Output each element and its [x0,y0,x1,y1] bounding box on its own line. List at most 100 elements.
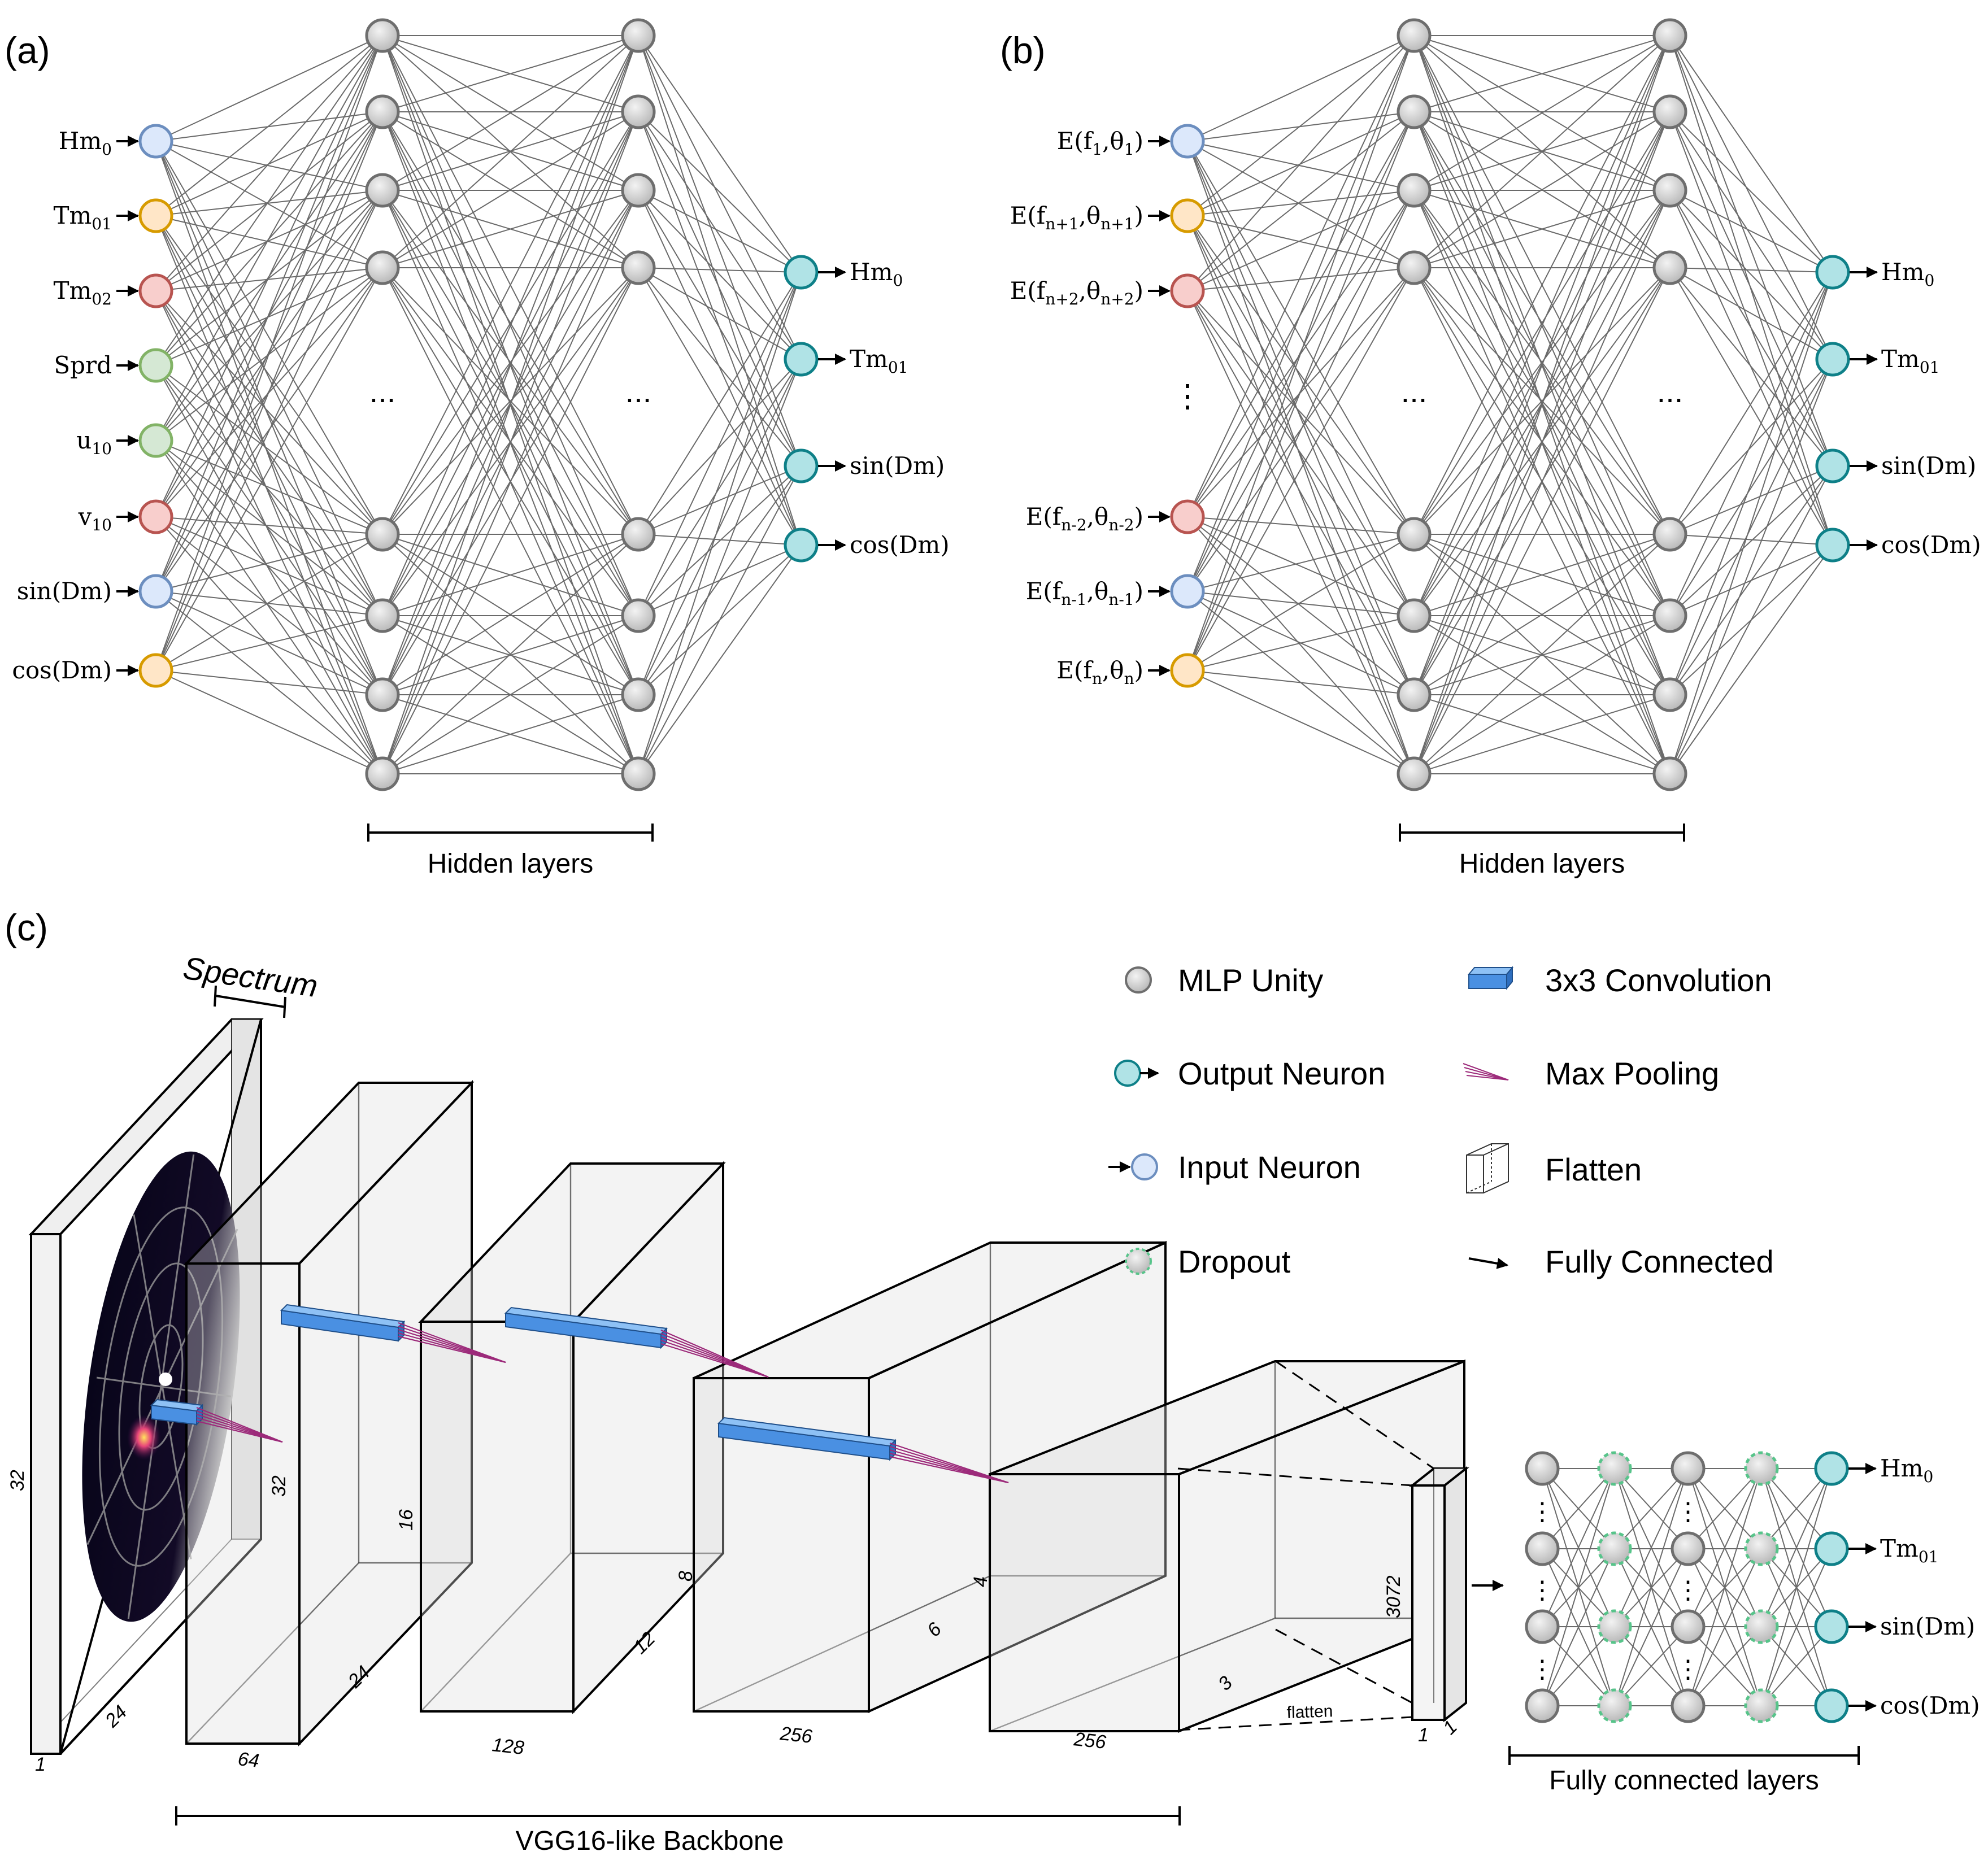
edge-in0-h1n3 [155,141,383,268]
edge-in2-h1n4 [1187,290,1415,535]
edge-in4-h1n6 [155,440,383,695]
legend-dropout-icon [1125,1248,1152,1275]
fc-edge-c0-1-0 [1542,1468,1615,1549]
block-height-label: 32 [268,1475,290,1497]
input-slab [28,1018,264,1755]
fc-neuron [1525,1451,1560,1486]
output-label: Hm0 [850,258,903,290]
hidden-neuron [1397,517,1432,552]
legend-input-icon [1108,1153,1158,1180]
edge-h2n3-out2 [638,267,802,467]
edge-in4-h1n7 [155,440,383,774]
flatten-dashes [1177,1360,1434,1731]
output-label: sin(Dm) [1881,452,1976,480]
edge-h2n7-out1 [1669,359,1833,774]
edge-in7-h1n1 [155,111,383,671]
edge-in2-h1n5 [1187,290,1415,616]
edge-h2n0-out0 [638,35,802,273]
fc-output-neuron [1814,1609,1849,1644]
edge-h1n7-h2n4 [1413,534,1671,774]
hidden-neuron [1652,517,1687,552]
input-label: Tm01 [54,202,112,233]
input-neuron [138,653,173,688]
fc-edge-c1-1-0 [1614,1468,1689,1549]
edge-in2-h1n0 [1187,35,1415,291]
edge-in7-h1n6 [155,670,383,695]
edge-h2n0-out2 [1669,35,1833,467]
edge-h2n5-out2 [1669,465,1833,616]
fc-edge-c1-3-1 [1614,1548,1689,1706]
hidden-neuron [365,677,400,712]
edge-in2-h1n6 [1187,290,1415,695]
dropout-neuron [1744,1609,1779,1644]
edge-h1n3-h2n1 [382,111,639,268]
edge-in5-h1n3 [1187,267,1415,671]
fc-ellipsis: ⋮ [1676,1655,1700,1683]
dropout-neuron [1744,1531,1779,1566]
edge-in7-h1n7 [155,670,383,774]
edge-h1n6-h2n0 [382,35,639,695]
edge-h2n6-out0 [638,272,802,695]
edge-in6-h1n4 [155,534,383,592]
edge-h1n7-h2n1 [1413,111,1671,774]
backbone-bracket [175,1806,1181,1825]
edge-h2n4-out1 [638,359,802,535]
input-neuron [1170,653,1205,688]
edge-in3-h1n5 [1187,516,1415,616]
spectrum-bracket [214,985,286,1018]
fc-edge-c0-3-1 [1542,1548,1615,1706]
hidden-neuron [621,517,656,552]
edge-in1-h1n3 [1187,215,1415,268]
edge-in0-h1n5 [1187,141,1415,616]
edge-h2n7-out1 [638,359,802,774]
dropout-neuron [1597,1688,1632,1723]
hidden-neuron [1652,94,1687,129]
edge-in1-h1n5 [1187,215,1415,616]
edge-in0-h1n4 [1187,141,1415,535]
edge-h1n4-h2n0 [382,35,639,535]
hidden-neuron [1397,598,1432,633]
edge-h2n7-out0 [638,272,802,774]
fc-edge-c0-2-0 [1542,1468,1615,1627]
edge-h1n2-h2n0 [1413,35,1671,191]
block-height-label: 16 [395,1509,417,1531]
output-label: cos(Dm) [850,531,950,559]
edge-h1n4-h2n1 [1413,111,1671,535]
edge-in4-h1n0 [155,35,383,441]
legend-pool-label: Max Pooling [1545,1056,1719,1091]
fc-ellipsis: ⋮ [1676,1498,1700,1526]
input-label: Sprd [54,351,112,379]
edge-in7-h1n2 [155,190,383,671]
panel-a-network: Hm0 Tm01 Tm02 Sprd u10 v10 sin(Dm) cos(Dm).....… [12,18,950,879]
edge-h1n3-h2n0 [1413,35,1671,268]
input-neuron [1170,574,1205,609]
edge-in5-h1n5 [1187,615,1415,671]
fc-ellipsis: ⋮ [1530,1498,1555,1526]
hidden-neuron [365,517,400,552]
edge-in0-h1n6 [155,141,383,695]
output-label: Hm0 [1881,258,1934,290]
edge-h2n4-out2 [638,465,802,535]
edge-h2n6-out0 [1669,272,1833,695]
edge-h2n6-out1 [1669,359,1833,695]
hidden-neuron [365,756,400,791]
fc-output-neuron [1814,1451,1849,1486]
legend-mlp-label: MLP Unity [1178,962,1323,998]
edge-h2n0-out1 [638,35,802,360]
hidden-neuron [621,173,656,208]
edge-h2n5-out1 [638,359,802,616]
fc-network: ⋮ ⋮ ⋮ ⋮ ⋮ ⋮ Hm0 Tm01 sin(Dm) cos(Dm) [1525,1451,1980,1723]
edge-in0-h1n5 [155,141,383,616]
edge-h2n3-out3 [1669,267,1833,546]
edge-h2n0-out1 [1669,35,1833,360]
input-depth-label: 1 [35,1754,46,1775]
edge-in0-h1n1 [1187,111,1415,142]
edge-in1-h1n2 [155,190,383,216]
edge-in4-h1n4 [1187,534,1415,592]
edge-in2-h1n2 [155,190,383,291]
edge-h2n3-out0 [1669,267,1833,273]
panel-label-a: (a) [5,29,50,71]
edge-in5-h1n6 [155,516,383,695]
